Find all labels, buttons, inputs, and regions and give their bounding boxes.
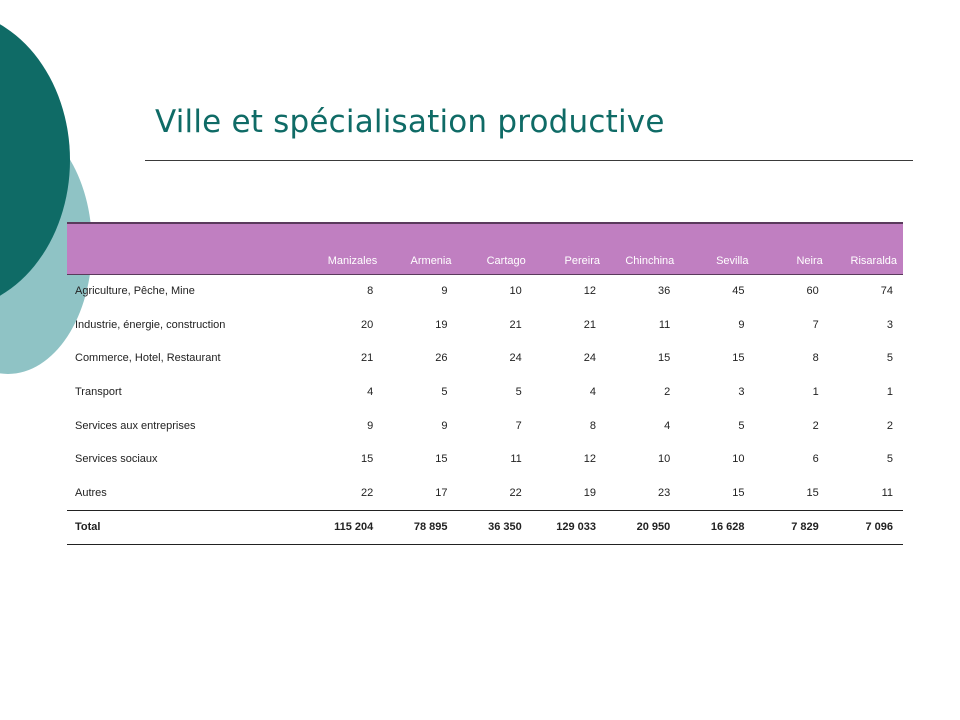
table-cell: 2 (812, 419, 819, 432)
table-cell: 11 (881, 486, 893, 499)
table-cell: 11 (510, 453, 522, 466)
column-header-risaralda: Risaralda (828, 222, 903, 275)
total-cell: 7 096 (828, 509, 903, 546)
row-label: Industrie, énergie, construction (75, 318, 226, 331)
table-cell: 22 (361, 486, 374, 499)
table-cell: 19 (583, 486, 596, 499)
table-cell: 60 (806, 285, 819, 298)
table-cell: 21 (509, 318, 522, 331)
row-label: Agriculture, Pêche, Mine (75, 285, 195, 298)
table-cell: 6 (812, 453, 819, 466)
total-cell: 129 033 (531, 509, 606, 546)
table-cell: 24 (583, 352, 596, 365)
table-cell: 12 (583, 285, 596, 298)
table-cell: 5 (738, 419, 745, 432)
table-cell: 26 (435, 352, 448, 365)
table-cell: 5 (886, 453, 893, 466)
table-cell: 5 (441, 386, 448, 399)
title-divider (145, 160, 913, 161)
table-cell: 3 (886, 318, 893, 331)
table-cell: 5 (886, 352, 893, 365)
total-cell: 20 950 (606, 509, 681, 546)
total-cell: 7 829 (754, 509, 829, 546)
total-cell: 36 350 (457, 509, 532, 546)
row-label: Transport (75, 386, 122, 399)
slide-title: Ville et spécialisation productive (155, 104, 665, 140)
table-cell: 15 (658, 352, 671, 365)
specialization-table-container: Manizales Armenia Cartago Pereira Chinch… (67, 222, 903, 546)
table-row: Commerce, Hotel, Restaurant 21 26 24 24 … (67, 342, 903, 376)
table-cell: 36 (658, 285, 671, 298)
table-cell: 45 (732, 285, 745, 298)
table-cell: 9 (367, 419, 374, 432)
total-cell: 78 895 (383, 509, 458, 546)
column-header-armenia: Armenia (383, 222, 458, 275)
table-row: Industrie, énergie, construction 20 19 2… (67, 308, 903, 342)
table-cell: 8 (367, 285, 374, 298)
table-cell: 17 (435, 486, 448, 499)
table-row: Agriculture, Pêche, Mine 8 9 10 12 36 45… (67, 274, 903, 308)
table-cell: 8 (589, 419, 596, 432)
table-row: Services aux entreprises 9 9 7 8 4 5 2 2 (67, 409, 903, 443)
table-cell: 10 (732, 453, 745, 466)
table-cell: 4 (367, 386, 374, 399)
table-cell: 74 (880, 285, 893, 298)
table-cell: 15 (806, 486, 819, 499)
column-header-cartago: Cartago (457, 222, 532, 275)
table-row: Transport 4 5 5 4 2 3 1 1 (67, 375, 903, 409)
table-cell: 15 (435, 453, 448, 466)
row-label: Autres (75, 486, 107, 499)
table-total-row: Total 115 204 78 895 36 350 129 033 20 9… (67, 509, 903, 546)
table-cell: 15 (361, 453, 374, 466)
column-header-chinchina: Chinchina (606, 222, 681, 275)
table-cell: 1 (886, 386, 893, 399)
table-cell: 19 (435, 318, 448, 331)
table-row: Autres 22 17 22 19 23 15 15 11 (67, 476, 903, 510)
total-cell: 16 628 (680, 509, 755, 546)
table-cell: 11 (658, 318, 671, 331)
table-cell: 9 (441, 419, 448, 432)
table-cell: 8 (812, 352, 819, 365)
table-cell: 10 (509, 285, 522, 298)
table-row: Services sociaux 15 15 11 12 10 10 6 5 (67, 442, 903, 476)
table-cell: 23 (658, 486, 671, 499)
dark-teal-circle (0, 24, 70, 296)
table-cell: 7 (812, 318, 819, 331)
row-label: Services sociaux (75, 453, 158, 466)
column-header-manizales: Manizales (309, 222, 384, 275)
table-cell: 4 (589, 386, 596, 399)
table-cell: 15 (732, 486, 745, 499)
table-cell: 21 (583, 318, 596, 331)
row-label: Commerce, Hotel, Restaurant (75, 352, 221, 365)
table-cell: 2 (886, 419, 893, 432)
table-cell: 1 (812, 386, 819, 399)
table-cell: 5 (515, 386, 522, 399)
table-cell: 10 (658, 453, 671, 466)
table-cell: 9 (441, 285, 448, 298)
table-cell: 21 (361, 352, 374, 365)
column-header-sevilla: Sevilla (680, 222, 755, 275)
table-cell: 22 (509, 486, 522, 499)
table-cell: 3 (738, 386, 745, 399)
table-cell: 7 (515, 419, 522, 432)
header-corner (67, 222, 309, 275)
table-cell: 15 (732, 352, 745, 365)
total-cell: 115 204 (309, 509, 384, 546)
table-cell: 4 (664, 419, 671, 432)
table-cell: 20 (361, 318, 374, 331)
table-cell: 12 (583, 453, 596, 466)
specialization-table: Manizales Armenia Cartago Pereira Chinch… (67, 222, 903, 546)
row-label: Services aux entreprises (75, 419, 196, 432)
table-cell: 9 (738, 318, 745, 331)
total-label: Total (67, 509, 309, 546)
table-cell: 2 (664, 386, 671, 399)
table-cell: 24 (509, 352, 522, 365)
column-header-neira: Neira (754, 222, 829, 275)
column-header-pereira: Pereira (531, 222, 606, 275)
table-header-row: Manizales Armenia Cartago Pereira Chinch… (67, 222, 903, 275)
